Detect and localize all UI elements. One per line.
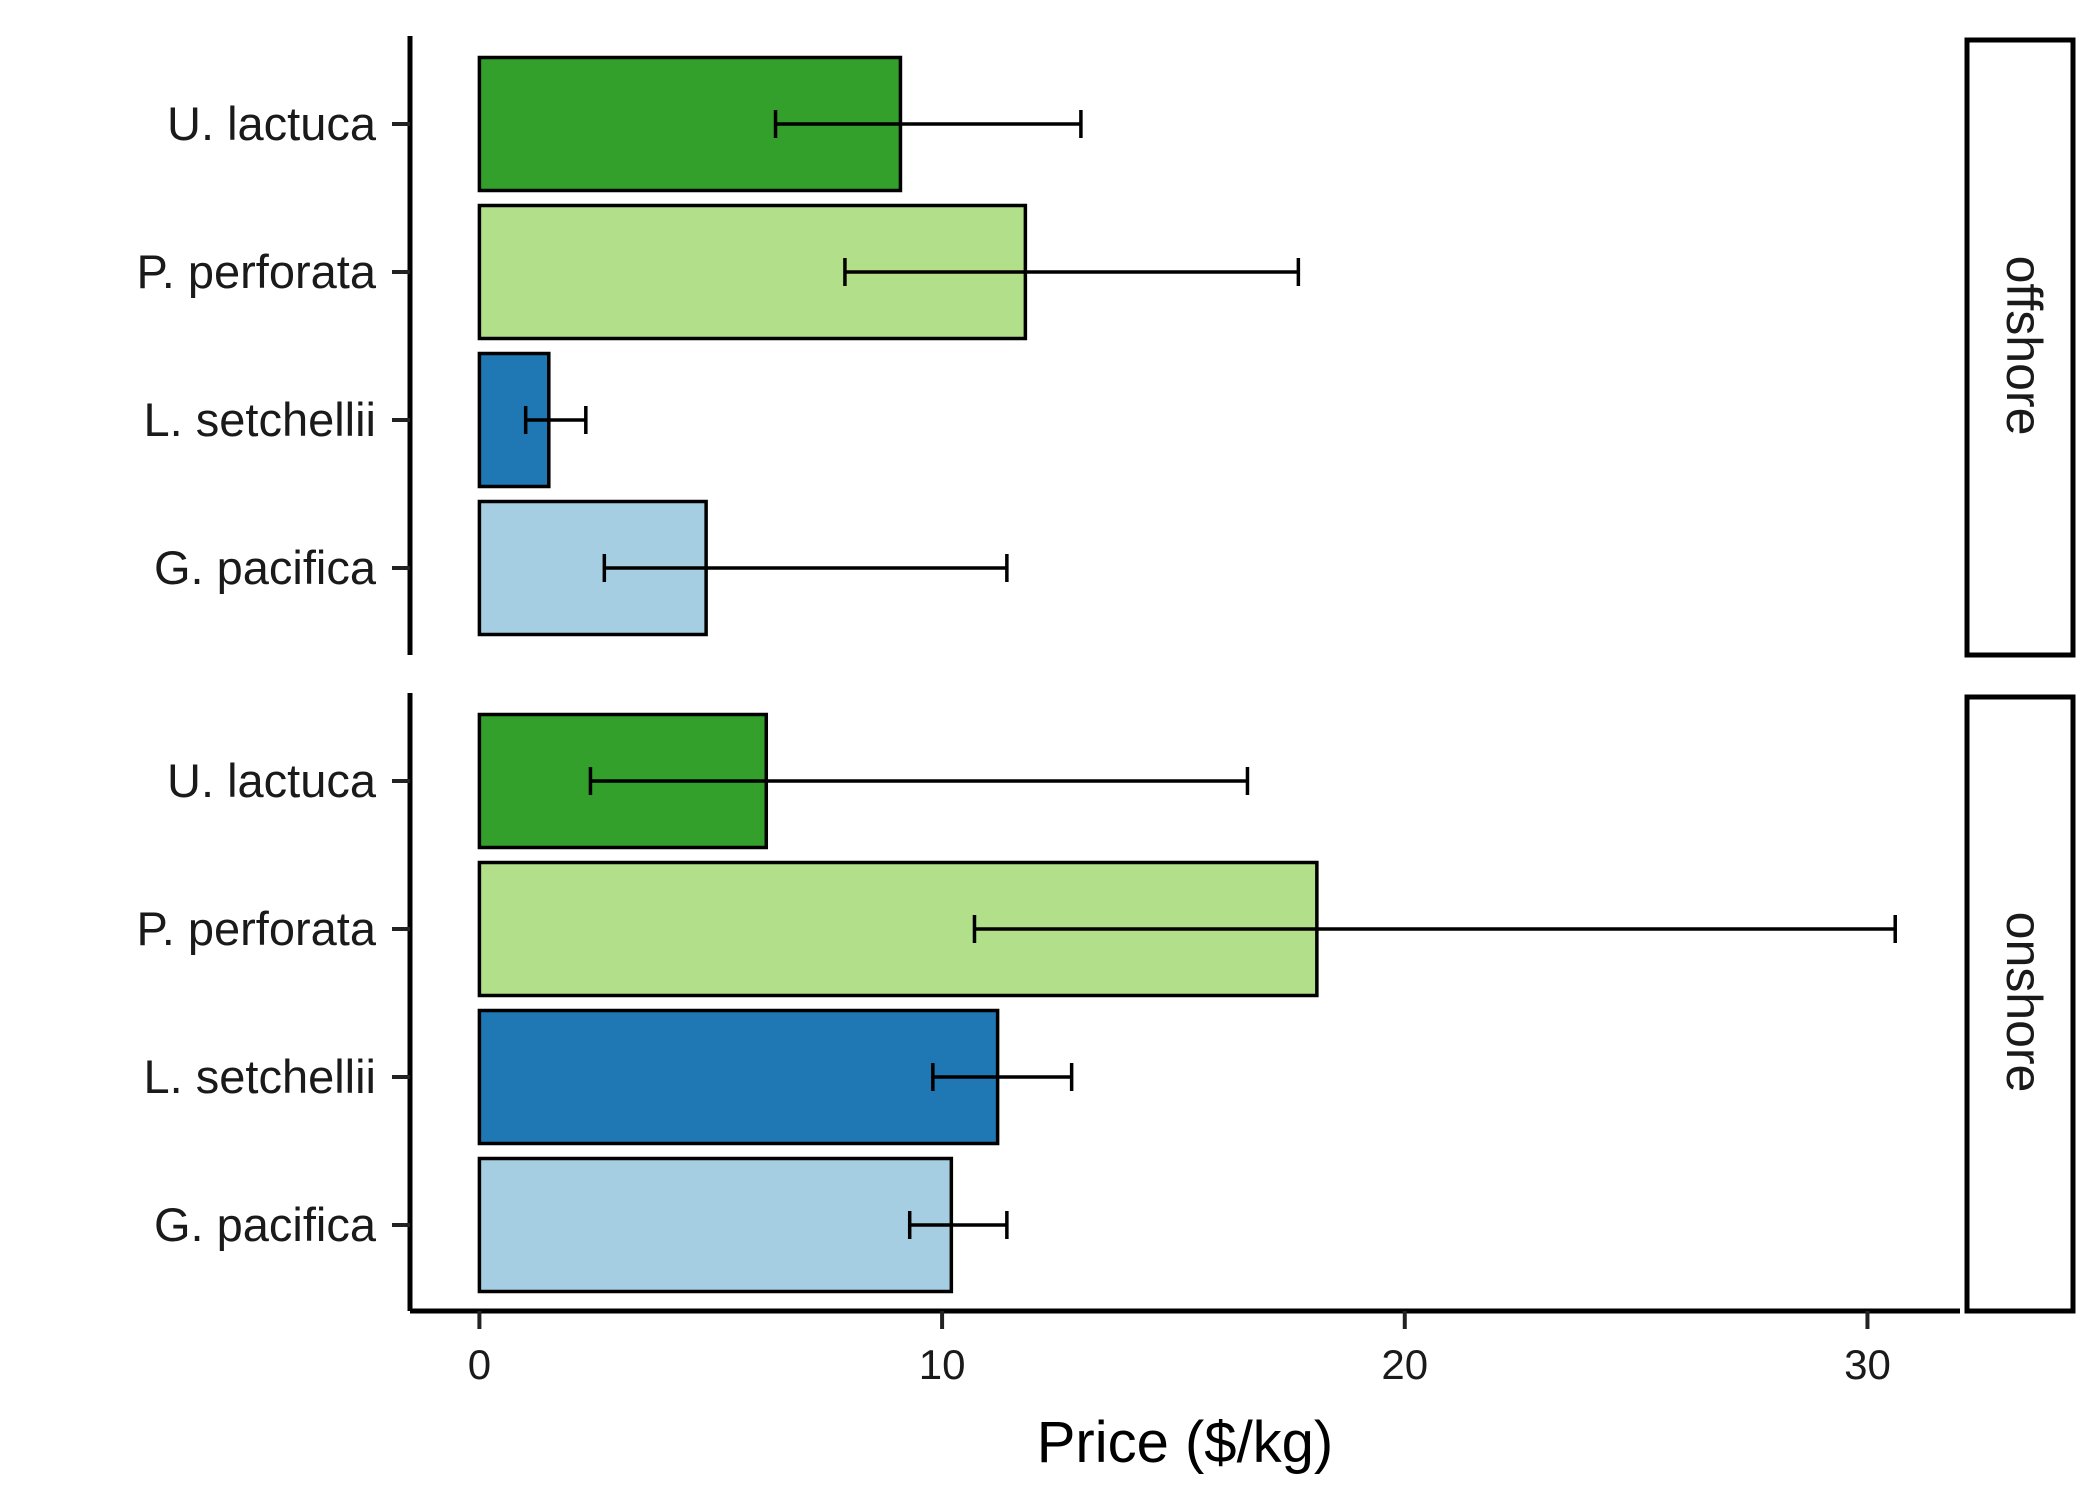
x-axis-label: Price ($/kg) (1037, 1410, 1334, 1475)
y-tick-label: U. lactuca (167, 754, 377, 807)
y-tick-label: P. perforata (136, 245, 376, 298)
facet-strip-label: offshore (1996, 256, 2052, 436)
error-bar-offshore-2 (523, 406, 588, 434)
error-bar-offshore-0 (773, 110, 1083, 138)
x-tick-label: 20 (1381, 1341, 1428, 1388)
x-tick-label: 0 (468, 1341, 491, 1388)
x-tick-label: 10 (919, 1341, 966, 1388)
error-bar-onshore-1 (972, 915, 1897, 943)
chart-panels: U. lactuca P. perforata L. setchellii G. pa… (136, 36, 2076, 1314)
y-tick-label: L. setchellii (144, 1050, 377, 1103)
bar-onshore-3 (477, 1156, 954, 1294)
y-tick-label: P. perforata (136, 902, 376, 955)
facet-panel-onshore: U. lactuca P. perforata L. setchellii G. pa… (136, 693, 2076, 1314)
y-tick-label: L. setchellii (144, 393, 377, 446)
x-axis: 0 10 20 30 (410, 1308, 1960, 1388)
facet-strip-label: onshore (1996, 912, 2052, 1093)
error-bar-offshore-1 (843, 258, 1301, 286)
x-tick-label: 30 (1844, 1341, 1891, 1388)
y-tick-label: U. lactuca (167, 97, 377, 150)
error-bar-onshore-2 (931, 1063, 1074, 1091)
y-tick-label: G. pacifica (154, 1198, 377, 1251)
error-bar-offshore-3 (602, 554, 1009, 582)
bar-onshore-2 (477, 1008, 1000, 1146)
error-bar-onshore-0 (588, 767, 1250, 795)
facet-strip (1964, 37, 2076, 658)
facet-panel-offshore: U. lactuca P. perforata L. setchellii G. pa… (136, 36, 2076, 658)
facet-strip (1964, 694, 2076, 1314)
y-tick-label: G. pacifica (154, 541, 377, 594)
error-bar-onshore-3 (907, 1211, 1009, 1239)
